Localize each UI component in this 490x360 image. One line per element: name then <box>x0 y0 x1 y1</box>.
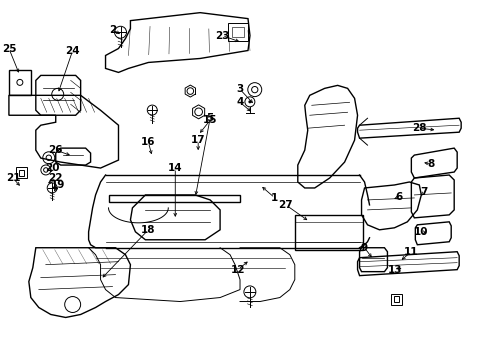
Bar <box>393 296 399 302</box>
Text: 5: 5 <box>206 113 214 123</box>
Text: 21: 21 <box>6 173 20 183</box>
Text: 25: 25 <box>1 44 16 54</box>
Text: 2: 2 <box>109 24 116 35</box>
Text: 13: 13 <box>388 265 403 275</box>
Text: 6: 6 <box>396 192 403 202</box>
Bar <box>232 27 244 37</box>
Text: 8: 8 <box>428 159 435 169</box>
Text: 11: 11 <box>404 247 418 257</box>
Bar <box>228 23 248 41</box>
Text: 16: 16 <box>141 137 156 147</box>
Text: 23: 23 <box>215 31 229 41</box>
Text: 15: 15 <box>203 115 218 125</box>
Text: 18: 18 <box>141 225 156 235</box>
Text: 19: 19 <box>50 180 65 190</box>
Text: 24: 24 <box>65 45 80 55</box>
Circle shape <box>248 100 251 103</box>
Bar <box>391 294 402 305</box>
Text: 10: 10 <box>414 227 429 237</box>
Bar <box>16 167 27 178</box>
Text: 28: 28 <box>412 123 427 133</box>
Text: 22: 22 <box>49 173 63 183</box>
Text: 7: 7 <box>420 187 428 197</box>
Text: 17: 17 <box>191 135 205 145</box>
Text: 14: 14 <box>168 163 183 173</box>
Text: 1: 1 <box>271 193 278 203</box>
Text: 26: 26 <box>49 145 63 155</box>
Bar <box>295 215 363 250</box>
Text: 4: 4 <box>236 97 244 107</box>
Bar <box>19 170 24 176</box>
Text: 27: 27 <box>278 200 293 210</box>
Text: 9: 9 <box>361 243 368 253</box>
Text: 3: 3 <box>236 84 244 94</box>
Text: 20: 20 <box>46 163 60 173</box>
Text: 12: 12 <box>231 265 245 275</box>
